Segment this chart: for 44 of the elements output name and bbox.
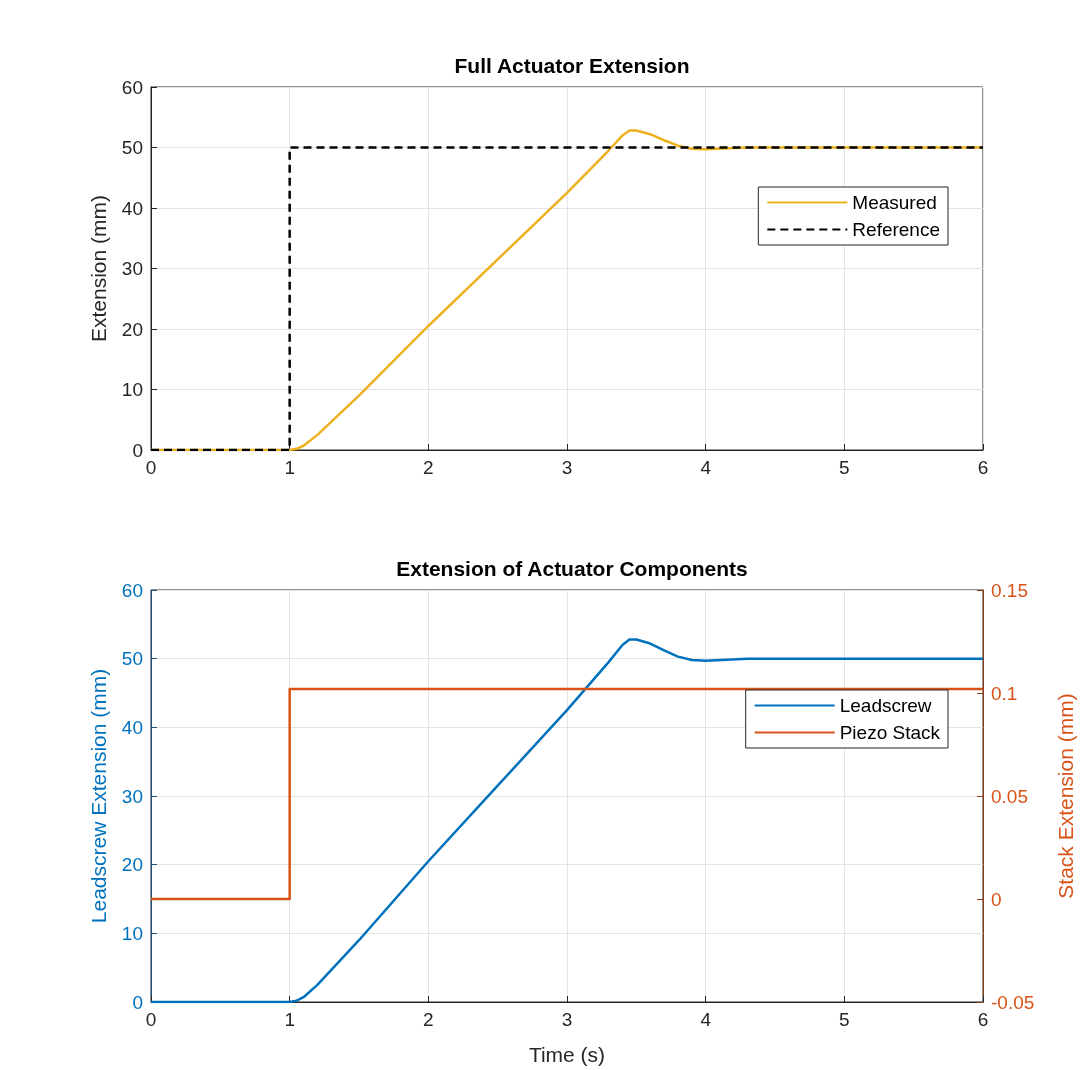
y-axis-title: Leadscrew Extension (mm) xyxy=(87,668,110,924)
x-tick-label: 3 xyxy=(561,457,573,478)
y2-tick-label: -0.05 xyxy=(991,991,1035,1013)
x-tick-label: 6 xyxy=(977,457,989,478)
x-axis-title: Time (s) xyxy=(528,1043,606,1066)
y-tick-label: 60 xyxy=(121,76,143,98)
x-tick-label: 1 xyxy=(284,1009,295,1030)
chart-title: Extension of Actuator Components xyxy=(396,557,748,580)
y-tick-label: 40 xyxy=(121,716,143,738)
x-tick-label: 5 xyxy=(839,1009,850,1030)
y-tick-label: 10 xyxy=(121,922,143,944)
legend-label: Piezo Stack xyxy=(839,722,941,743)
y-axis-title: Extension (mm) xyxy=(87,194,110,343)
y-tick-label: 30 xyxy=(121,785,143,807)
chart-title: Full Actuator Extension xyxy=(454,54,690,77)
y-tick-label: 40 xyxy=(121,197,143,219)
y2-axis-title: Stack Extension (mm) xyxy=(1054,693,1077,899)
y-tick-label: 50 xyxy=(121,137,143,158)
x-tick-label: 0 xyxy=(145,1009,157,1030)
y-tick-label: 0 xyxy=(132,439,143,461)
x-tick-label: 5 xyxy=(839,457,850,478)
x-tick-label: 4 xyxy=(700,1009,712,1030)
legend-label: Reference xyxy=(852,219,941,240)
y2-tick-label: 0 xyxy=(991,888,1002,910)
legend-label: Measured xyxy=(852,192,937,213)
y2-tick-label: 0.05 xyxy=(991,785,1028,807)
y-tick-label: 50 xyxy=(121,648,143,670)
x-tick-label: 2 xyxy=(423,457,434,478)
y-tick-label: 10 xyxy=(121,379,143,400)
y-tick-label: 30 xyxy=(121,258,143,279)
x-tick-label: 1 xyxy=(284,457,295,478)
x-tick-label: 2 xyxy=(423,1009,434,1030)
y-tick-label: 20 xyxy=(121,318,143,340)
y-tick-label: 20 xyxy=(121,854,143,876)
y-tick-label: 60 xyxy=(121,579,143,601)
x-tick-label: 3 xyxy=(561,1009,573,1030)
x-tick-label: 0 xyxy=(145,457,157,478)
y-tick-label: 0 xyxy=(132,991,143,1013)
x-tick-label: 4 xyxy=(700,457,712,478)
line-series xyxy=(149,638,985,1004)
y2-tick-label: 0.15 xyxy=(991,579,1028,601)
x-tick-label: 6 xyxy=(977,1009,989,1030)
legend-label: Leadscrew xyxy=(839,695,932,716)
y2-tick-label: 0.1 xyxy=(991,682,1018,704)
